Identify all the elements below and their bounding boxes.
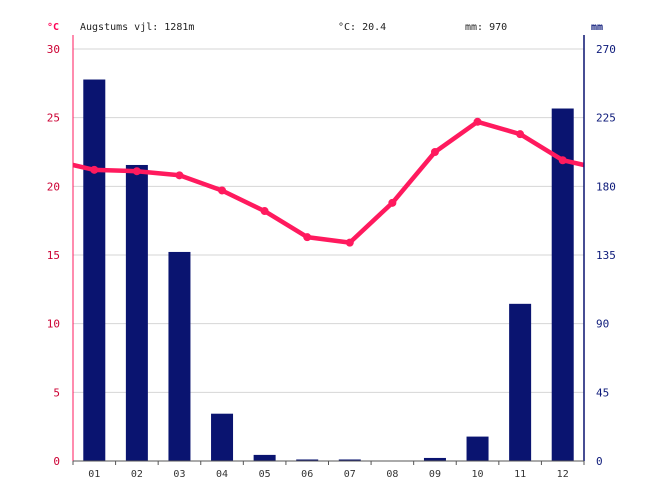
month-tick-label: 09 [429, 469, 441, 480]
temperature-line [72, 119, 585, 245]
precipitation-bar [211, 413, 234, 461]
precipitation-bar [125, 164, 148, 461]
month-tick-label: 04 [216, 469, 228, 480]
axes [72, 35, 585, 465]
precipitation-bar [83, 79, 106, 461]
right-axis-tick-label: 270 [596, 43, 616, 56]
grid-lines [73, 48, 584, 393]
temperature-point [345, 238, 354, 247]
right-axis-tick-label: 90 [596, 318, 609, 331]
month-tick-label: 11 [514, 469, 526, 480]
left-axis-tick-label: 30 [47, 43, 60, 56]
temperature-point [260, 207, 269, 216]
month-tick-label: 03 [173, 469, 185, 480]
temperature-point [218, 186, 227, 195]
temperature-point [430, 148, 439, 156]
precipitation-total-label: mm: 970 [465, 22, 508, 33]
temperature-point [303, 233, 312, 242]
precipitation-bar [338, 459, 361, 461]
temperature-point [90, 165, 99, 174]
month-tick-label: 05 [259, 469, 271, 480]
left-axis-tick-label: 10 [47, 318, 60, 331]
month-tick-label: 06 [301, 469, 313, 480]
right-axis-tick-label: 0 [596, 455, 603, 468]
temperature-point [175, 171, 184, 180]
precipitation-bar [466, 436, 489, 461]
right-axis-tick-label: 180 [596, 180, 616, 193]
temperature-point [516, 130, 525, 139]
right-axis-tick-label: 225 [596, 112, 616, 125]
temperature-line-group [72, 117, 585, 247]
average-temperature-label: °C: 20.4 [338, 22, 387, 33]
precipitation-bar [168, 251, 191, 461]
right-axis-tick-label: 135 [596, 249, 616, 262]
left-axis-tick-label: 0 [53, 455, 60, 468]
right-axis-tick-label: 45 [596, 386, 609, 399]
left-axis-tick-label: 20 [47, 180, 60, 193]
altitude-label: Augstums vjl: 1281m [80, 22, 195, 33]
temperature-point [473, 117, 482, 126]
temperature-point [558, 156, 567, 165]
month-tick-label: 12 [557, 469, 569, 480]
left-axis-tick-label: 25 [47, 112, 60, 125]
precipitation-bars [83, 79, 574, 461]
month-tick-label: 07 [344, 469, 356, 480]
precipitation-bar [509, 303, 532, 461]
month-tick-label: 01 [88, 469, 100, 480]
precipitation-bar [296, 459, 319, 461]
precipitation-bar [253, 454, 276, 461]
temperature-unit-label: °C [47, 22, 60, 33]
precipitation-bar [423, 457, 446, 461]
precipitation-unit-label: mm [591, 22, 604, 33]
month-tick-label: 10 [472, 469, 484, 480]
month-tick-label: 02 [131, 469, 143, 480]
precipitation-bar [551, 108, 574, 461]
temperature-point [132, 167, 141, 176]
month-tick-label: 08 [386, 469, 398, 480]
left-axis-tick-label: 5 [53, 386, 60, 399]
temperature-point [388, 198, 397, 207]
left-axis-tick-label: 15 [47, 249, 60, 262]
